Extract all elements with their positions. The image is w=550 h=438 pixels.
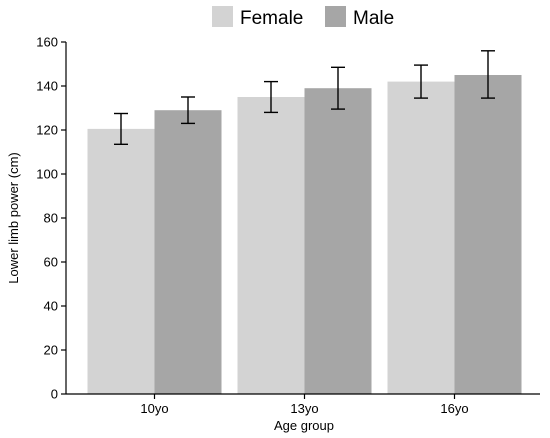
y-tick-label: 120 (36, 123, 58, 138)
error-bar-male-13yo (331, 66, 345, 110)
axes: 0 20 40 60 80 100 120 140 160 10yo 13yo 16yo (36, 35, 540, 416)
error-bar-female-13yo (264, 80, 278, 114)
bar-male-10yo (154, 110, 222, 394)
bar-male-16yo (454, 75, 522, 394)
y-tick-label: 160 (36, 35, 58, 50)
bar-male-13yo (304, 88, 372, 394)
bar-female-16yo (387, 81, 455, 394)
error-bar-female-10yo (114, 112, 128, 146)
bar-female-13yo (237, 97, 305, 394)
legend-swatch-male (325, 6, 346, 27)
error-bar-female-16yo (414, 64, 428, 99)
x-tick-label: 10yo (140, 401, 168, 416)
error-bar-male-10yo (181, 96, 195, 125)
x-axis-title: Age group (274, 418, 334, 433)
y-axis-title: Lower limb power (cm) (6, 152, 21, 283)
legend-label-female: Female (240, 8, 303, 29)
y-tick-label: 140 (36, 79, 58, 94)
y-tick-label: 40 (44, 299, 58, 314)
plot-area (87, 50, 522, 394)
y-tick-label: 0 (51, 387, 58, 402)
y-tick-label: 20 (44, 343, 58, 358)
error-bar-male-16yo (481, 50, 495, 99)
legend: Female Male (212, 6, 394, 29)
bar-female-10yo (87, 128, 155, 394)
y-tick-label: 60 (44, 255, 58, 270)
y-tick-label: 100 (36, 167, 58, 182)
x-tick-label: 16yo (440, 401, 468, 416)
legend-swatch-female (212, 6, 233, 27)
y-tick-label: 80 (44, 211, 58, 226)
x-tick-label: 13yo (290, 401, 318, 416)
legend-label-male: Male (353, 8, 394, 29)
